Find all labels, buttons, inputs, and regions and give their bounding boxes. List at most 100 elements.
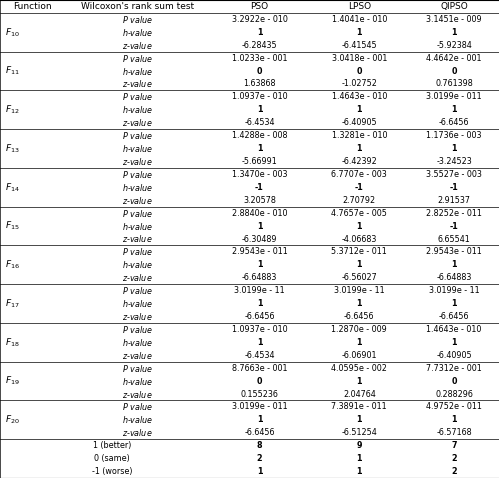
Text: $F_{12}$: $F_{12}$ <box>5 104 19 116</box>
Text: 1: 1 <box>451 338 457 347</box>
Text: $P$ value: $P$ value <box>122 14 153 25</box>
Text: 1: 1 <box>256 338 262 347</box>
Text: 3.0199e - 11: 3.0199e - 11 <box>429 286 480 295</box>
Text: 1 (better): 1 (better) <box>93 441 131 450</box>
Text: $z$-value: $z$-value <box>122 117 153 128</box>
Text: 1: 1 <box>356 338 362 347</box>
Text: -5.92384: -5.92384 <box>436 41 472 50</box>
Text: $F_{18}$: $F_{18}$ <box>5 336 19 348</box>
Text: PSO: PSO <box>250 2 268 11</box>
Text: 1.0937e - 010: 1.0937e - 010 <box>232 92 287 101</box>
Text: 1.4643e - 010: 1.4643e - 010 <box>332 92 387 101</box>
Text: -6.51254: -6.51254 <box>341 428 377 437</box>
Text: 2.70792: 2.70792 <box>343 196 376 205</box>
Text: $P$ value: $P$ value <box>122 363 153 374</box>
Text: -3.24523: -3.24523 <box>436 157 472 166</box>
Text: 0.288296: 0.288296 <box>435 390 473 399</box>
Text: -1.02752: -1.02752 <box>341 79 377 88</box>
Text: 1: 1 <box>356 261 362 269</box>
Text: 4.9752e - 011: 4.9752e - 011 <box>426 402 482 412</box>
Text: 2.9543e - 011: 2.9543e - 011 <box>232 248 287 256</box>
Text: $z$-value: $z$-value <box>122 78 153 89</box>
Text: 1: 1 <box>356 299 362 308</box>
Text: -6.40905: -6.40905 <box>341 118 377 127</box>
Text: $P$ value: $P$ value <box>122 247 153 258</box>
Text: 1.3470e - 003: 1.3470e - 003 <box>232 170 287 179</box>
Text: 5.3712e - 011: 5.3712e - 011 <box>331 248 387 256</box>
Text: 1.4288e - 008: 1.4288e - 008 <box>232 131 287 140</box>
Text: QIPSO: QIPSO <box>440 2 468 11</box>
Text: -6.41545: -6.41545 <box>341 41 377 50</box>
Text: $F_{16}$: $F_{16}$ <box>5 259 20 271</box>
Text: $h$-value: $h$-value <box>121 143 153 154</box>
Text: 0.761398: 0.761398 <box>435 79 473 88</box>
Text: 3.0199e - 11: 3.0199e - 11 <box>334 286 385 295</box>
Text: 1: 1 <box>256 415 262 424</box>
Text: 0: 0 <box>451 66 457 76</box>
Text: 2.91537: 2.91537 <box>438 196 471 205</box>
Text: 9: 9 <box>356 441 362 450</box>
Text: LPSO: LPSO <box>348 2 371 11</box>
Text: -6.57168: -6.57168 <box>436 428 472 437</box>
Text: -6.6456: -6.6456 <box>244 428 275 437</box>
Text: 3.20578: 3.20578 <box>243 196 276 205</box>
Text: $P$ value: $P$ value <box>122 285 153 296</box>
Text: 2.8252e - 011: 2.8252e - 011 <box>426 209 482 217</box>
Text: $P$ value: $P$ value <box>122 130 153 141</box>
Text: $z$-value: $z$-value <box>122 350 153 361</box>
Text: Wilcoxon's rank sum test: Wilcoxon's rank sum test <box>81 2 194 11</box>
Text: $h$-value: $h$-value <box>121 182 153 193</box>
Text: 2: 2 <box>451 467 457 476</box>
Text: $z$-value: $z$-value <box>122 156 153 167</box>
Text: -6.06901: -6.06901 <box>341 351 377 360</box>
Text: 1: 1 <box>356 415 362 424</box>
Text: 0: 0 <box>256 66 262 76</box>
Text: -6.4534: -6.4534 <box>244 118 275 127</box>
Text: 1: 1 <box>451 105 457 114</box>
Text: $P$ value: $P$ value <box>122 207 153 218</box>
Text: $h$-value: $h$-value <box>121 65 153 76</box>
Text: 4.0595e - 002: 4.0595e - 002 <box>331 364 387 373</box>
Text: -6.6456: -6.6456 <box>439 312 470 321</box>
Text: 3.0199e - 011: 3.0199e - 011 <box>232 402 287 412</box>
Text: 1: 1 <box>356 144 362 153</box>
Text: -6.30489: -6.30489 <box>242 235 277 243</box>
Text: 2: 2 <box>256 454 262 463</box>
Text: $z$-value: $z$-value <box>122 389 153 400</box>
Text: $P$ value: $P$ value <box>122 53 153 64</box>
Text: -4.06683: -4.06683 <box>342 235 377 243</box>
Text: $h$-value: $h$-value <box>121 376 153 387</box>
Text: -1: -1 <box>355 183 364 192</box>
Text: 1: 1 <box>256 299 262 308</box>
Text: $P$ value: $P$ value <box>122 91 153 102</box>
Text: 4.4642e - 001: 4.4642e - 001 <box>426 54 482 63</box>
Text: $h$-value: $h$-value <box>121 104 153 115</box>
Text: $F_{20}$: $F_{20}$ <box>5 413 20 426</box>
Bar <box>0 0 499 13</box>
Text: $z$-value: $z$-value <box>122 40 153 51</box>
Text: 7.3891e - 011: 7.3891e - 011 <box>331 402 387 412</box>
Text: 0 (same): 0 (same) <box>94 454 130 463</box>
Text: 1: 1 <box>451 415 457 424</box>
Text: -6.40905: -6.40905 <box>436 351 472 360</box>
Text: 3.5527e - 003: 3.5527e - 003 <box>426 170 482 179</box>
Text: $h$-value: $h$-value <box>121 337 153 348</box>
Text: -6.6456: -6.6456 <box>244 312 275 321</box>
Text: 0: 0 <box>256 377 262 386</box>
Text: 8: 8 <box>256 441 262 450</box>
Text: -6.42392: -6.42392 <box>341 157 377 166</box>
Text: Function: Function <box>13 2 52 11</box>
Text: 1: 1 <box>356 467 362 476</box>
Text: $h$-value: $h$-value <box>121 27 153 38</box>
Text: 1.2870e - 009: 1.2870e - 009 <box>331 325 387 334</box>
Text: $P$ value: $P$ value <box>122 169 153 180</box>
Text: 1: 1 <box>356 222 362 230</box>
Text: -6.6456: -6.6456 <box>344 312 375 321</box>
Text: 3.0199e - 11: 3.0199e - 11 <box>234 286 285 295</box>
Text: 1.4643e - 010: 1.4643e - 010 <box>427 325 482 334</box>
Text: $z$-value: $z$-value <box>122 195 153 206</box>
Text: $F_{13}$: $F_{13}$ <box>5 142 19 155</box>
Text: -1 (worse): -1 (worse) <box>92 467 133 476</box>
Text: 3.1451e - 009: 3.1451e - 009 <box>426 15 482 24</box>
Text: -6.28435: -6.28435 <box>242 41 277 50</box>
